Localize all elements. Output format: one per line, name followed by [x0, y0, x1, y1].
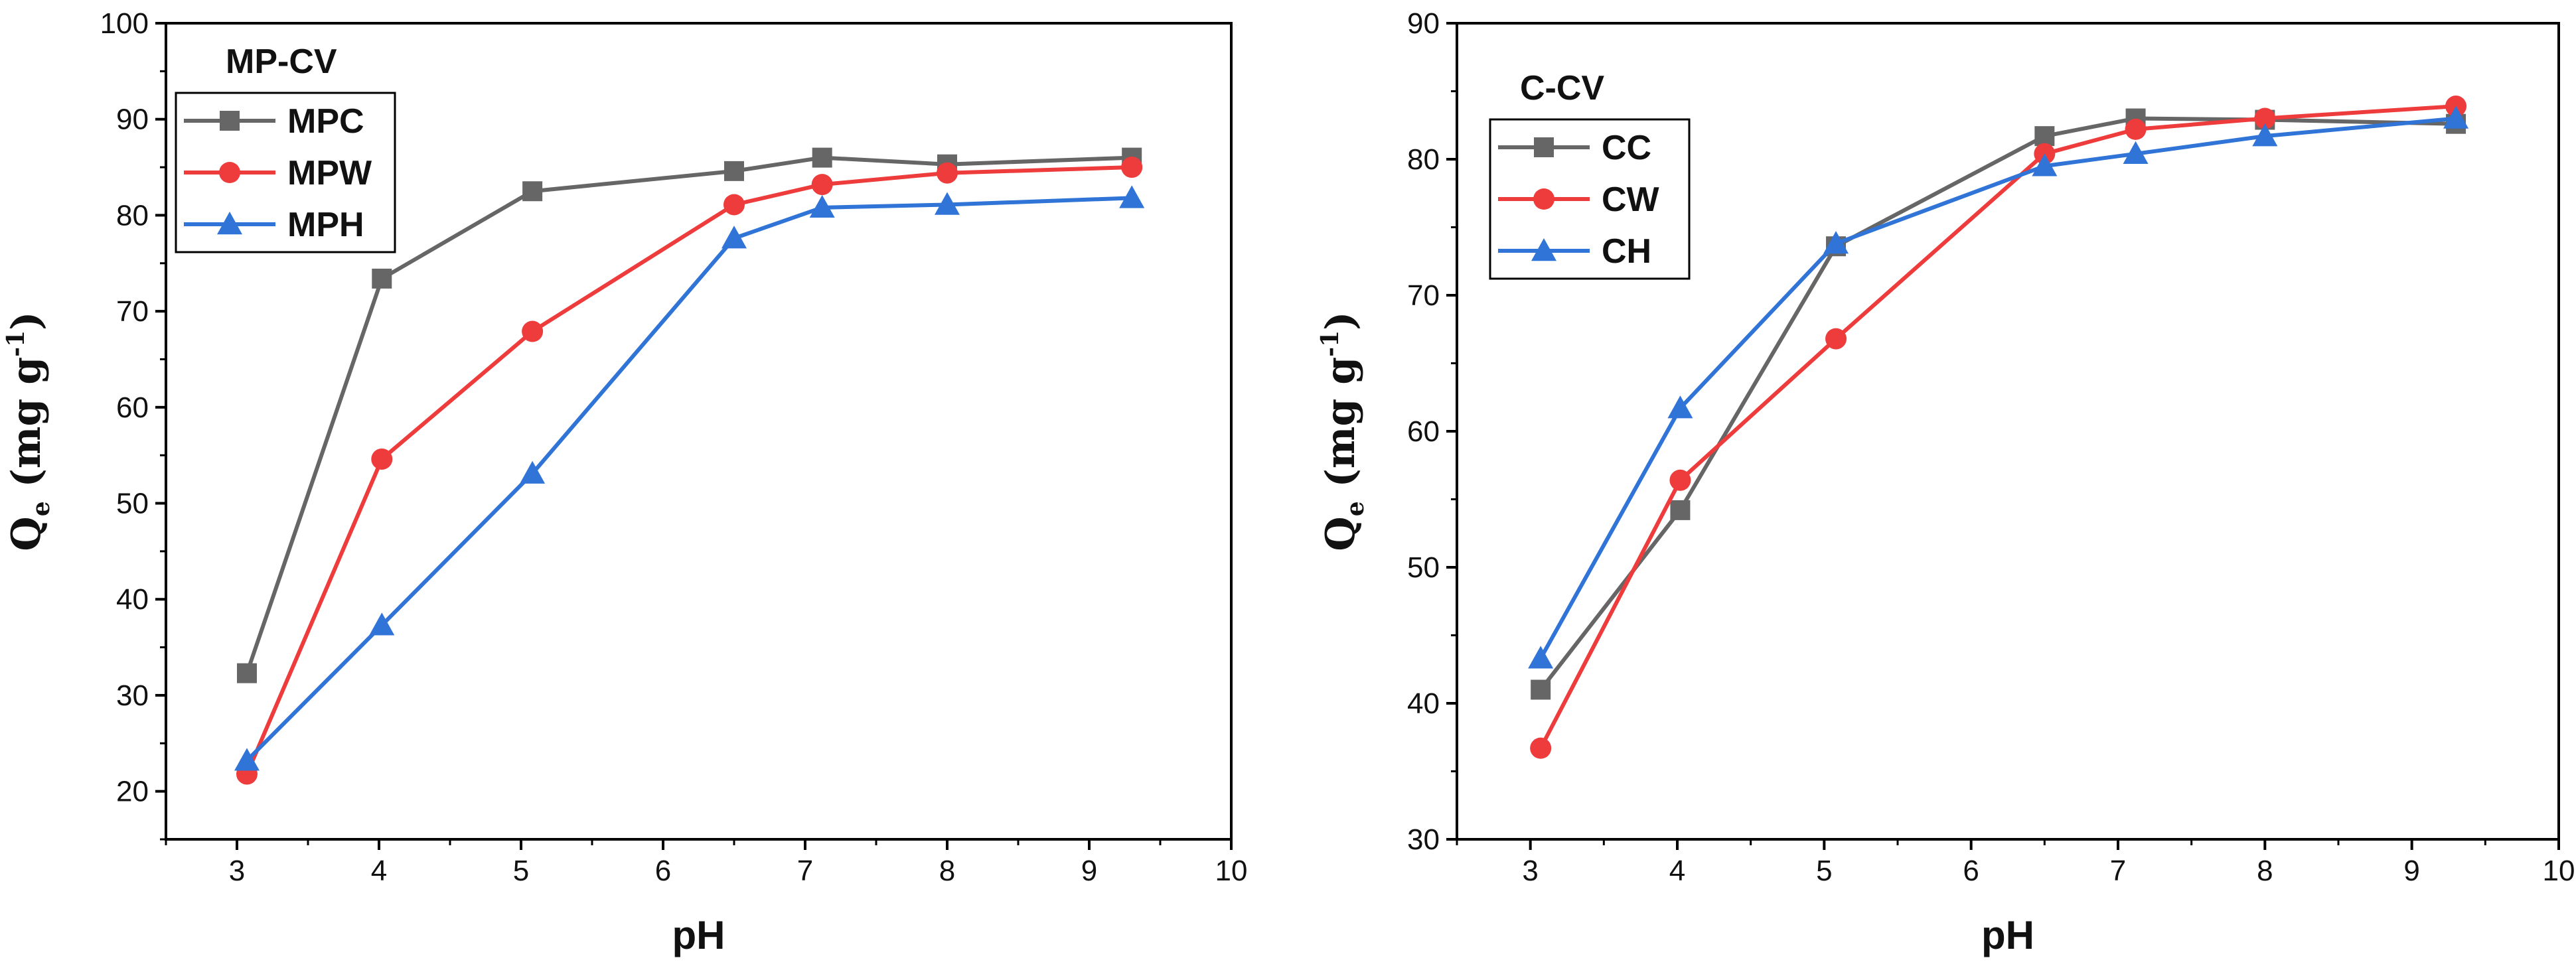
x-tick-label: 7 [2110, 855, 2126, 887]
y-tick-label: 70 [1407, 279, 1440, 312]
x-tick-label: 4 [1669, 855, 1685, 887]
data-point [2254, 107, 2276, 129]
x-tick-label: 7 [797, 855, 813, 887]
y-tick-label: 70 [116, 295, 149, 328]
data-point [2443, 105, 2469, 129]
y-tick-label: 40 [116, 583, 149, 616]
data-point [721, 226, 747, 249]
legend-title: C-CV [1520, 69, 1604, 107]
data-point [2032, 153, 2058, 176]
series-mpw [236, 157, 1143, 785]
chart-panel-mp-cv: 3 4 5 6 7 8 9 10 20 30 40 50 60 70 80 90 100 pH Qe (mg g-1… [2, 7, 1247, 957]
y-tick-label: 90 [1407, 7, 1440, 40]
y-tick-label: 60 [116, 391, 149, 424]
y-tick-label: 100 [100, 7, 149, 40]
legend-label: CW [1602, 180, 1660, 219]
x-tick-label: 4 [371, 855, 387, 887]
data-point [371, 448, 393, 470]
y-tick-label: 30 [116, 679, 149, 712]
data-point [1670, 500, 1691, 520]
series-mph [234, 185, 1145, 771]
data-point [723, 194, 745, 216]
legend-swatch-marker [1531, 238, 1556, 261]
x-tick-label: 5 [1816, 855, 1832, 887]
data-point [812, 147, 832, 168]
legend-label: MPH [287, 206, 364, 244]
y-axis: 30 40 50 60 70 80 90 [1407, 7, 1457, 856]
data-point [811, 174, 833, 196]
legend-label: CC [1602, 129, 1651, 167]
data-point [2125, 118, 2147, 140]
data-point [520, 460, 546, 484]
x-tick-label: 6 [655, 855, 671, 887]
legend: C-CV CC CW CH [1489, 69, 1691, 280]
legend-label: CH [1602, 232, 1651, 271]
legend-swatch-marker [220, 111, 240, 131]
y-axis-title: Qe (mg g-1) [2, 311, 55, 551]
legend-label: MPW [287, 154, 372, 192]
x-tick-label: 5 [513, 855, 529, 887]
data-point [1531, 679, 1551, 700]
x-axis-title: pH [672, 913, 725, 957]
data-point [2123, 141, 2149, 164]
data-point [2034, 126, 2055, 147]
data-point [1530, 737, 1552, 759]
legend-label: MPC [287, 102, 364, 141]
legend-title: MP-CV [226, 42, 337, 81]
x-tick-label: 6 [1963, 855, 1979, 887]
data-point [1121, 157, 1143, 178]
data-point [522, 320, 544, 342]
y-tick-label: 80 [1407, 143, 1440, 176]
y-tick-label: 40 [1407, 687, 1440, 720]
y-tick-label: 60 [1407, 415, 1440, 448]
x-axis-title: pH [1981, 913, 2034, 957]
x-axis: 3 4 5 6 7 8 9 10 [165, 839, 1248, 887]
chart-panel-c-cv: 3 4 5 6 7 8 9 10 30 40 50 60 70 80 90 pH Qe (mg g-1) C-CV… [1316, 7, 2575, 957]
x-tick-label: 9 [1081, 855, 1097, 887]
data-point [1667, 395, 1693, 419]
data-point [2252, 123, 2278, 147]
series-line [245, 165, 1132, 775]
y-tick-label: 90 [116, 104, 149, 136]
x-tick-label: 8 [2257, 855, 2273, 887]
data-point [937, 162, 958, 184]
x-axis: 3 4 5 6 7 8 9 10 [1456, 839, 2575, 887]
x-tick-label: 3 [229, 855, 245, 887]
data-point [522, 181, 543, 202]
legend: MP-CV MPC MPW MPH [175, 42, 396, 253]
x-tick-label: 10 [2543, 855, 2575, 887]
y-axis: 20 30 40 50 60 70 80 90 100 [100, 7, 166, 841]
legend-swatch-marker [1534, 137, 1554, 157]
data-point [809, 194, 835, 218]
x-tick-label: 3 [1522, 855, 1538, 887]
data-point [369, 612, 395, 636]
y-tick-label: 50 [116, 488, 149, 520]
data-point [1823, 231, 1849, 254]
plot-frame [165, 22, 1233, 841]
data-point [1119, 185, 1145, 208]
data-point [724, 161, 744, 181]
data-point [1528, 646, 1554, 669]
x-tick-label: 9 [2403, 855, 2419, 887]
y-tick-label: 50 [1407, 551, 1440, 584]
legend-swatch-marker [1533, 188, 1554, 210]
series-ch [1528, 105, 2469, 669]
data-point [234, 748, 260, 771]
x-tick-label: 8 [939, 855, 955, 887]
legend-swatch-marker [217, 212, 242, 235]
x-tick-label: 10 [1215, 855, 1248, 887]
data-point [1825, 328, 1847, 350]
y-tick-label: 30 [1407, 823, 1440, 856]
data-point [935, 192, 960, 215]
legend-swatch-marker [219, 162, 240, 183]
data-point [372, 268, 392, 289]
y-axis-title: Qe (mg g-1) [1316, 311, 1369, 551]
y-tick-label: 20 [116, 776, 149, 808]
data-point [1669, 469, 1691, 491]
data-point [236, 663, 257, 683]
y-tick-label: 80 [116, 199, 149, 232]
